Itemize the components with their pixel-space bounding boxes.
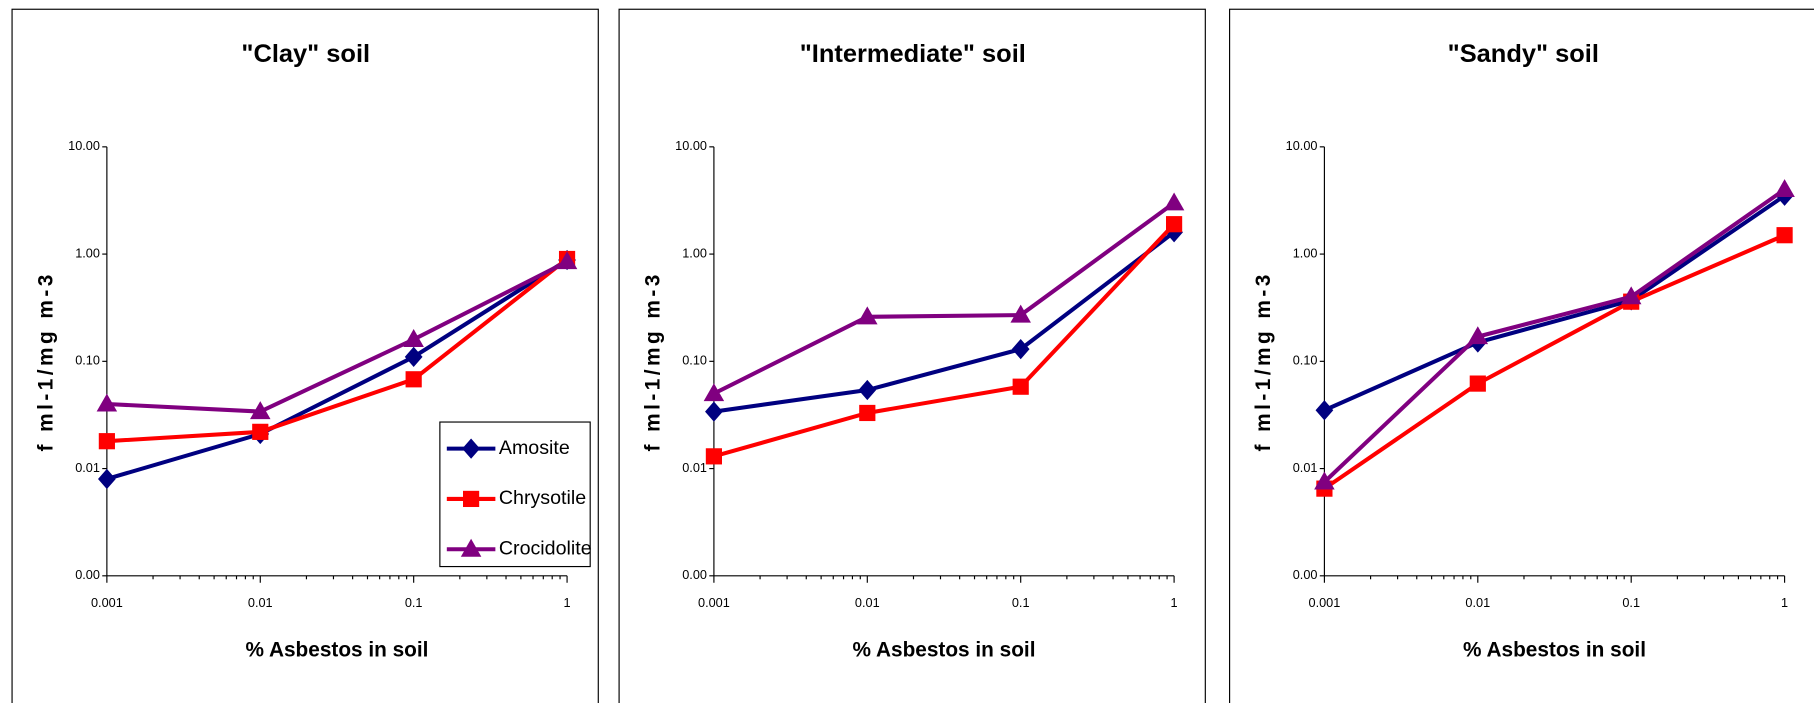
legend-label: Amosite: [499, 437, 570, 459]
chart-title: "Clay" soil: [241, 40, 370, 68]
x-tick-label: 0.1: [1622, 595, 1640, 610]
y-tick-label: 0.10: [75, 353, 100, 368]
x-axis-label: % Asbestos in soil: [1463, 638, 1646, 661]
marker: [556, 251, 578, 270]
chart-title: "Sandy" soil: [1448, 40, 1599, 68]
marker: [1314, 471, 1335, 490]
marker: [1011, 338, 1030, 360]
legend-marker: [462, 490, 480, 508]
y-tick-label: 1.00: [682, 245, 707, 260]
marker: [1776, 227, 1793, 244]
x-tick-label: 0.001: [1309, 595, 1341, 610]
y-tick-label: 0.00: [682, 567, 707, 582]
marker: [96, 393, 118, 412]
marker: [705, 401, 723, 422]
legend-marker: [462, 438, 480, 459]
series-line: [106, 258, 569, 481]
marker: [250, 401, 271, 420]
x-tick-label: 0.001: [91, 595, 123, 610]
marker: [403, 329, 424, 347]
series-line: [1323, 194, 1786, 413]
marker: [1166, 216, 1183, 233]
y-tick-label: 0.00: [1293, 567, 1318, 582]
x-tick-label: 0.1: [1012, 595, 1030, 610]
panel-border: [618, 8, 1206, 703]
series-line: [1323, 187, 1786, 484]
marker: [705, 448, 722, 465]
y-tick-label: 1.00: [1293, 245, 1318, 260]
y-tick-label: 10.00: [68, 138, 100, 153]
y-tick-label: 0.01: [1293, 460, 1318, 475]
legend-label: Chrysotile: [499, 487, 586, 509]
y-tick-label: 10.00: [675, 138, 707, 153]
series-line: [106, 257, 569, 444]
marker: [1315, 400, 1334, 421]
panel-border: [11, 8, 599, 703]
chart-title: "Intermediate" soil: [800, 40, 1026, 68]
x-axis-label: % Asbestos in soil: [853, 638, 1036, 661]
marker: [859, 404, 876, 422]
series-line: [713, 201, 1176, 396]
y-axis-label: f ml-1/mg m-3: [641, 271, 664, 451]
y-axis-label: f ml-1/mg m-3: [1252, 271, 1275, 451]
series-line: [1323, 233, 1786, 491]
x-tick-label: 1: [1781, 595, 1788, 610]
marker: [703, 383, 725, 402]
panel-border: [1229, 8, 1814, 703]
y-tick-label: 10.00: [1286, 138, 1318, 153]
legend-marker: [460, 538, 482, 557]
x-tick-label: 0.01: [1465, 595, 1490, 610]
marker: [252, 423, 269, 440]
marker: [98, 468, 116, 490]
y-tick-label: 0.10: [682, 353, 707, 368]
x-tick-label: 0.001: [698, 595, 730, 610]
marker: [1010, 304, 1031, 323]
x-axis-label: % Asbestos in soil: [245, 638, 428, 661]
marker: [404, 346, 423, 368]
y-tick-label: 0.01: [682, 460, 707, 475]
marker: [1012, 378, 1029, 395]
marker: [857, 306, 878, 325]
marker: [405, 371, 422, 388]
marker: [1774, 179, 1795, 198]
y-tick-label: 0.01: [75, 460, 100, 475]
marker: [1467, 326, 1489, 345]
x-tick-label: 0.01: [248, 595, 273, 610]
marker: [858, 379, 877, 401]
x-tick-label: 0.1: [405, 595, 423, 610]
marker: [1469, 375, 1486, 392]
marker: [1620, 286, 1642, 305]
x-tick-label: 1: [1171, 595, 1178, 610]
y-tick-label: 0.00: [75, 567, 100, 582]
marker: [98, 433, 115, 450]
x-tick-label: 0.01: [855, 595, 880, 610]
series-line: [713, 222, 1176, 459]
x-tick-label: 1: [564, 595, 571, 610]
marker: [1163, 192, 1185, 211]
legend-label: Crocidolite: [499, 537, 592, 559]
y-tick-label: 0.10: [1293, 353, 1318, 368]
y-tick-label: 1.00: [75, 245, 100, 260]
series-line: [106, 259, 568, 414]
y-axis-label: f ml-1/mg m-3: [34, 271, 57, 451]
series-line: [713, 230, 1176, 414]
